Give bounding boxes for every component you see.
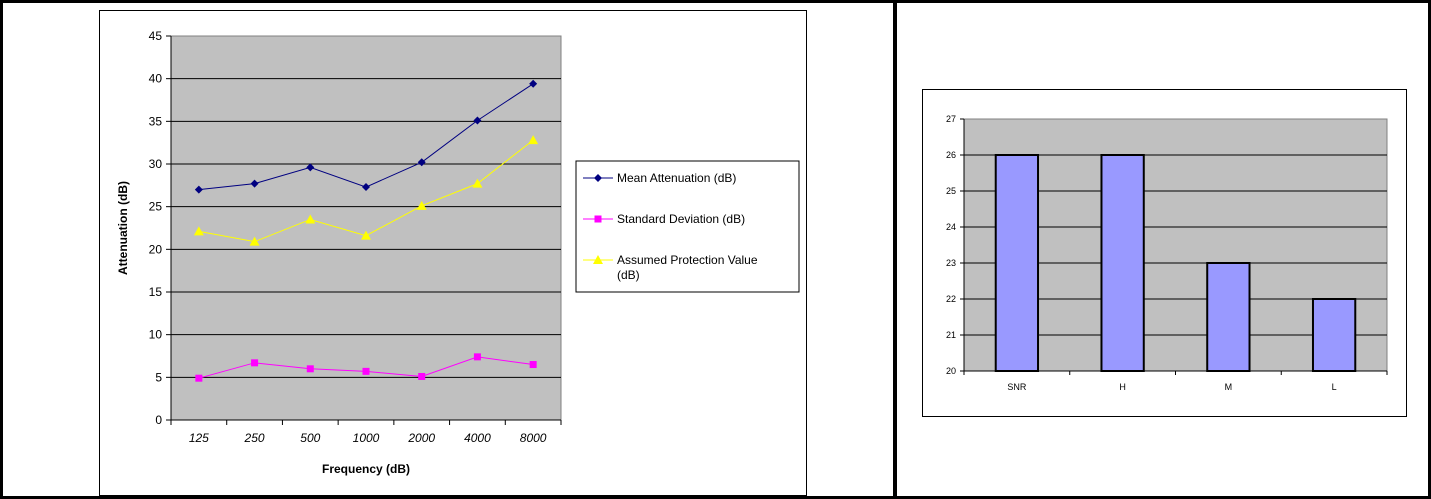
y-tick-label: 20 bbox=[149, 242, 163, 256]
data-point bbox=[305, 214, 316, 224]
data-point bbox=[195, 374, 203, 382]
y-tick-label: 15 bbox=[149, 285, 163, 299]
y-tick-label: 22 bbox=[946, 294, 956, 304]
bar-chart-container: 20 21 22 23 24 25 26 27 SNR H M L bbox=[922, 89, 1407, 417]
legend-swatch-marker bbox=[593, 255, 603, 264]
y-tick-label: 45 bbox=[149, 29, 163, 43]
y-tick-label: 27 bbox=[946, 114, 956, 124]
bar bbox=[1206, 262, 1251, 372]
x-tick-label: 4000 bbox=[464, 431, 491, 445]
data-point bbox=[249, 236, 260, 246]
y-tick-label: 40 bbox=[149, 72, 163, 86]
x-tick-label: L bbox=[1332, 382, 1337, 392]
x-tick-label: 500 bbox=[300, 431, 320, 445]
y-tick-label: 25 bbox=[946, 186, 956, 196]
x-tick-label: 1000 bbox=[353, 431, 380, 445]
plot-area bbox=[170, 35, 562, 421]
legend-label: Assumed Protection Value (dB) bbox=[617, 253, 758, 282]
right-panel: 20 21 22 23 24 25 26 27 SNR H M L bbox=[893, 0, 1431, 499]
data-point bbox=[306, 163, 315, 172]
legend-label: Standard Deviation (dB) bbox=[617, 212, 745, 226]
x-tick-label: M bbox=[1225, 382, 1233, 392]
data-point bbox=[251, 359, 259, 367]
y-tick-label: 5 bbox=[155, 370, 162, 384]
data-point bbox=[473, 353, 481, 361]
line-chart: 0 5 10 15 20 25 30 35 40 45 125 250 500 1000 2000 4000 8… bbox=[116, 29, 800, 476]
data-point bbox=[194, 185, 203, 194]
y-tick-label: 26 bbox=[946, 150, 956, 160]
y-tick-label: 24 bbox=[946, 222, 956, 232]
x-tick-label: 8000 bbox=[520, 431, 547, 445]
data-point bbox=[529, 79, 538, 88]
legend-box bbox=[575, 160, 800, 293]
x-tick-label: SNR bbox=[1007, 382, 1027, 392]
data-point bbox=[416, 200, 427, 210]
y-tick-label: 10 bbox=[149, 328, 163, 342]
data-point bbox=[362, 367, 370, 375]
x-tick-label: H bbox=[1119, 382, 1126, 392]
data-point bbox=[193, 226, 204, 236]
data-point bbox=[361, 230, 371, 240]
y-tick-label: 20 bbox=[946, 366, 956, 376]
y-tick-label: 0 bbox=[155, 413, 162, 427]
bar bbox=[994, 154, 1040, 372]
line-chart-container: 0 5 10 15 20 25 30 35 40 45 125 250 500 1000 2000 4000 8… bbox=[99, 10, 807, 496]
y-tick-label: 23 bbox=[946, 258, 956, 268]
data-point bbox=[529, 361, 537, 369]
bar bbox=[1100, 154, 1145, 372]
x-tick-label: 125 bbox=[189, 431, 209, 445]
legend-label: Mean Attenuation (dB) bbox=[617, 171, 736, 185]
data-point bbox=[472, 178, 483, 188]
x-tick-label: 250 bbox=[244, 431, 265, 445]
data-point bbox=[528, 135, 539, 145]
data-point bbox=[250, 179, 259, 188]
bar-chart: 20 21 22 23 24 25 26 27 SNR H M L bbox=[946, 114, 1388, 392]
data-point bbox=[362, 183, 370, 192]
left-panel: 0 5 10 15 20 25 30 35 40 45 125 250 500 1000 2000 4000 8… bbox=[0, 0, 896, 499]
bar bbox=[1311, 298, 1357, 372]
data-point bbox=[417, 158, 426, 167]
x-axis-title: Frequency (dB) bbox=[322, 462, 410, 476]
legend-swatch-marker bbox=[594, 215, 602, 223]
y-tick-label: 25 bbox=[149, 200, 163, 214]
x-tick-label: 2000 bbox=[407, 431, 435, 445]
data-point bbox=[418, 372, 426, 380]
y-tick-label: 30 bbox=[149, 157, 163, 171]
data-point bbox=[473, 116, 482, 125]
data-point bbox=[306, 365, 314, 373]
y-tick-label: 21 bbox=[946, 330, 956, 340]
y-tick-label: 35 bbox=[149, 114, 163, 128]
y-axis-title: Attenuation (dB) bbox=[116, 181, 130, 275]
legend-swatch-marker bbox=[594, 174, 602, 182]
